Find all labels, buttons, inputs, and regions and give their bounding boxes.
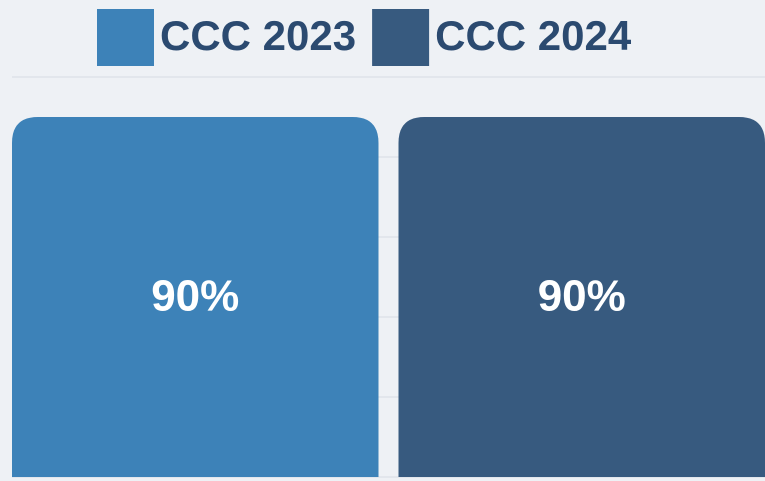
data-label: 90% (538, 272, 626, 321)
legend-label: CCC 2023 (160, 12, 356, 59)
bar (398, 117, 765, 477)
data-label: 90% (151, 272, 239, 321)
legend-label: CCC 2024 (435, 12, 632, 59)
legend-swatch (372, 9, 430, 66)
bar (12, 117, 379, 477)
legend-swatch (97, 9, 154, 66)
